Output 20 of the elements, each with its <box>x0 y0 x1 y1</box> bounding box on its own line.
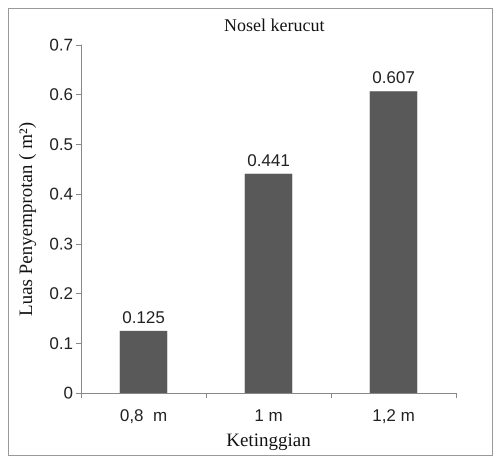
y-tick-label: 0 <box>64 384 73 402</box>
y-tick-label: 0.3 <box>49 234 73 254</box>
y-tick-label: 0.2 <box>49 284 73 304</box>
y-tick-label: 0.4 <box>49 184 73 204</box>
x-tick-label: 0,8 m <box>120 406 168 425</box>
y-axis-title: Luas Penyemprotan ( m²) <box>16 122 37 316</box>
x-axis-title: Ketinggian <box>226 430 312 451</box>
chart-title: Nosel kerucut <box>224 15 324 35</box>
data-label: 0.441 <box>247 150 290 170</box>
bar <box>120 330 168 393</box>
bar <box>370 91 418 393</box>
data-label: 0.125 <box>122 308 165 327</box>
x-tick-label: 1,2 m <box>372 406 415 425</box>
y-tick-label: 0.5 <box>49 134 73 154</box>
bar <box>244 174 292 393</box>
data-label: 0.607 <box>372 68 415 88</box>
y-tick-label: 0.1 <box>49 334 73 353</box>
y-tick-label: 0.7 <box>49 36 73 54</box>
x-tick-label: 1 m <box>254 406 283 425</box>
y-tick-label: 0.6 <box>49 85 73 104</box>
